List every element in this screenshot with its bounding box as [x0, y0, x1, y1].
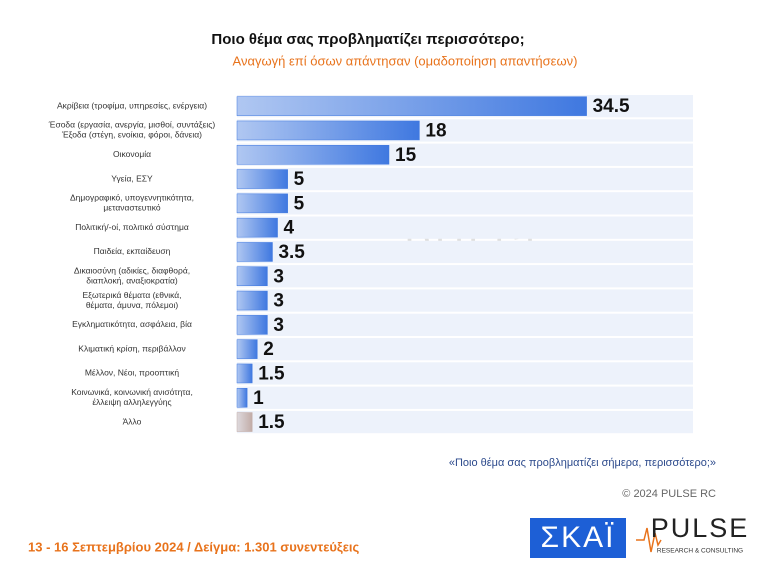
- copyright: © 2024 PULSE RC: [622, 488, 716, 500]
- value-label: 5: [294, 193, 305, 214]
- value-label: 15: [395, 145, 417, 166]
- bar: [236, 242, 273, 262]
- bar: [236, 339, 258, 359]
- row-band: [237, 265, 693, 288]
- plot: Ακρίβεια (τροφίμα, υπηρεσίες, ενέργεια) 3…: [48, 95, 693, 434]
- category-label: θέματα, άμυνα, πόλεμοι): [86, 300, 179, 310]
- category-label: Έξοδα (στέγη, ενοίκια, φόροι, δάνεια): [61, 130, 202, 140]
- category-label: Μέλλον, Νέοι, προοπτική: [85, 368, 180, 378]
- bar: [236, 315, 268, 335]
- value-label: 18: [425, 120, 446, 141]
- bar: [236, 145, 390, 165]
- row-band: [237, 167, 693, 191]
- question: «Ποιο θέμα σας προβληματίζει σήμερα, περ…: [449, 457, 716, 469]
- category-label: Κοινωνικά, κοινωνική ανισότητα,: [71, 387, 193, 397]
- bar: [236, 169, 288, 189]
- value-label: 2: [263, 339, 274, 360]
- row-band: [237, 338, 693, 361]
- category-label: έλλειψη αλληλεγγύης: [92, 397, 171, 407]
- category-label: Έσοδα (εργασία, ανεργία, μισθοί, συντάξε…: [48, 120, 216, 130]
- value-label: 1.5: [258, 412, 285, 433]
- category-label: μεταναστευτικό: [103, 203, 160, 213]
- category-label: Εγκληματικότητα, ασφάλεια, βία: [72, 319, 192, 329]
- bar: [236, 388, 248, 408]
- category-label: διαπλοκή, αναξιοκρατία): [86, 276, 178, 286]
- fieldwork: 13 - 16 Σεπτεμβρίου 2024 / Δείγμα: 1.301…: [28, 539, 359, 554]
- skai-logo-box: [530, 518, 626, 558]
- row-band: [237, 192, 693, 215]
- bar: [236, 96, 587, 116]
- chart-subtitle: Αναγωγή επί όσων απάντησαν (ομαδοποίηση …: [233, 53, 578, 68]
- value-label: 3.5: [278, 242, 305, 263]
- value-label: 5: [294, 169, 305, 190]
- pulse-logo: PULSE: [651, 513, 750, 543]
- value-label: 1.5: [258, 363, 285, 384]
- row-band: [237, 313, 693, 336]
- pulse-logo-tagline: RESEARCH & CONSULTING: [657, 548, 743, 555]
- bar: [236, 217, 278, 238]
- category-label: Κλιματική κρίση, περιβάλλον: [78, 343, 185, 353]
- category-label: Ακρίβεια (τροφίμα, υπηρεσίες, ενέργεια): [57, 100, 207, 110]
- category-label: Εξωτερικά θέματα (εθνικά,: [82, 290, 181, 300]
- pulse-logo-wave: [636, 527, 662, 553]
- value-label: 3: [273, 291, 284, 312]
- row-band: [237, 362, 693, 385]
- row-band: [237, 216, 693, 239]
- bar: [236, 412, 253, 432]
- value-label: 3: [273, 315, 284, 336]
- bar: [236, 193, 288, 214]
- bar: [236, 120, 420, 141]
- row-band: [237, 410, 693, 434]
- category-label: Άλλο: [123, 416, 142, 426]
- row-band: [237, 240, 693, 264]
- skai-logo: ΣΚΑΪ: [541, 521, 616, 554]
- chart-title: Ποιο θέμα σας προβληματίζει περισσότερο;: [211, 31, 524, 48]
- value-label: 4: [284, 218, 295, 239]
- bar: [236, 266, 268, 286]
- category-label: Δικαιοσύνη (αδικίες, διαφθορά,: [74, 266, 190, 276]
- value-label: 34.5: [593, 96, 630, 117]
- value-label: 1: [253, 388, 264, 409]
- value-label: 3: [273, 266, 284, 287]
- category-label: Υγεία, ΕΣΥ: [111, 173, 153, 183]
- bar: [236, 363, 253, 384]
- row-band: [237, 386, 693, 409]
- bar: [236, 290, 268, 311]
- category-label: Οικονομία: [113, 149, 151, 159]
- category-label: Δημογραφικό, υπογεννητικότητα,: [70, 193, 194, 203]
- category-label: Πολιτική/-οί, πολιτικό σύστημα: [75, 222, 189, 232]
- category-label: Παιδεία, εκπαίδευση: [94, 246, 171, 256]
- row-band: [237, 289, 693, 312]
